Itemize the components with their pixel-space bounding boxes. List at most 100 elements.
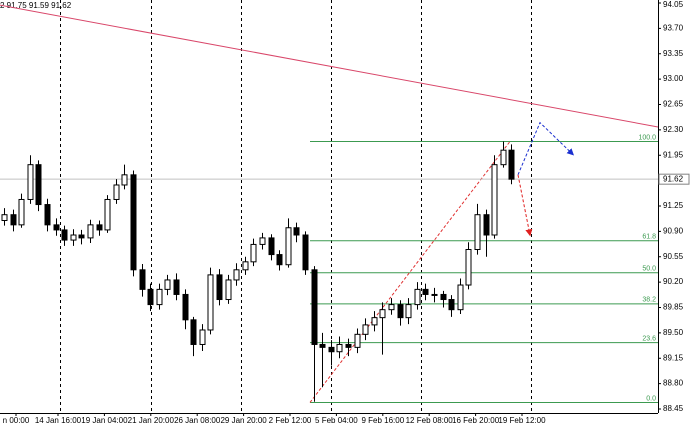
fib-label: 0.0 [646,395,656,402]
candle-body [379,309,386,319]
candle-body [362,324,369,335]
x-tick-label: 19 Feb 12:00 [498,416,546,425]
candle-body [1,214,8,221]
candle-body [328,346,335,353]
y-tick-label: 88.45 [663,404,684,413]
candle-body [483,214,490,236]
fib-label: 61.8 [642,234,656,241]
projection [517,121,575,176]
candle-body [440,293,447,301]
candle-body [104,198,111,231]
candle-body [35,164,42,206]
x-tick-label: 2 Feb 12:00 [269,416,312,425]
candle-body [405,304,412,319]
candle-body [250,243,257,263]
y-tick-label: 90.55 [663,252,684,261]
y-tick-label: 92.30 [663,125,684,134]
candle-body [147,288,154,306]
trendline [0,4,659,128]
candle-body [500,149,507,166]
candle-body [268,237,275,256]
candle-body [70,234,77,241]
candle-body [474,214,481,250]
candle-body [96,224,103,231]
candle-body [27,164,34,200]
candle-body [336,343,343,353]
y-tick-label: 93.00 [663,74,684,83]
candle-body [465,249,472,286]
candle-body [371,317,378,326]
candle-body [139,269,146,290]
candle-body [414,288,421,306]
candle-body [276,254,283,266]
x-tick-label: 16 Feb 20:00 [452,416,500,425]
y-tick-label: 91.25 [663,201,684,210]
y-tick-label: 90.20 [663,277,684,286]
candle-body [354,333,361,348]
candle-body [78,234,85,239]
candle-body [182,293,189,321]
candle-body [242,261,249,271]
candle-body [508,149,515,180]
candle-body [293,227,300,236]
candle-body [397,304,404,319]
y-tick-label: 93.35 [663,49,684,58]
x-tick-label: 29 Jan 20:00 [220,416,267,425]
candle-body [302,234,309,271]
candle-body [113,184,120,200]
candle-body [422,288,429,295]
y-tick-label: 91.95 [663,150,684,159]
candle-body [457,284,464,311]
candle-body [156,288,163,306]
candle-body [121,174,128,186]
x-tick-label: 14 Jan 16:00 [35,416,82,425]
x-tick-label: 12 Feb 08:00 [406,416,454,425]
candle-body [311,269,318,345]
y-tick-label: 89.85 [663,303,684,312]
candle-body [199,329,206,345]
fib-label: 23.6 [642,336,656,343]
y-tick-label: 93.70 [663,23,684,32]
y-tick-label: 90.90 [663,226,684,235]
candle-body [87,224,94,239]
candle-body [431,293,438,296]
candle-body [164,279,171,290]
x-tick-label: 19 Jan 04:00 [81,416,128,425]
candle-body [18,198,25,226]
candle-body [448,299,455,311]
current-price-label: 91.62 [663,174,684,183]
candle-body [173,279,180,295]
candle-body [285,227,292,266]
ohlc-header: 2 91.75 91.59 91.62 [0,1,72,10]
y-tick-label: 92.65 [663,100,684,109]
candle-body [225,279,232,301]
y-tick-label: 89.50 [663,328,684,337]
fib-label: 38.2 [642,297,656,304]
fib-label: 100.0 [638,134,656,141]
candle-body [345,343,352,348]
x-tick-label: 21 Jan 20:00 [128,416,175,425]
current-price-box [658,173,690,185]
candle-body [216,274,223,301]
period-separators [60,0,532,413]
candle-body [53,224,60,231]
candle-body [259,237,266,245]
candle-body [61,229,68,241]
candle-body [10,214,17,226]
y-tick-label: 89.15 [663,353,684,362]
candle-body [233,269,240,281]
projection [517,174,533,237]
y-tick-label: 94.05 [663,0,684,9]
x-tick-label: 5 Feb 04:00 [315,416,358,425]
candle-body [388,304,395,311]
x-tick-label: 9 Feb 16:00 [361,416,404,425]
y-tick-label: 88.80 [663,379,684,388]
x-tick-label: n 00:00 [3,416,30,425]
candle-body [44,204,51,226]
candle-body [190,319,197,345]
x-tick-label: 26 Jan 08:00 [174,416,221,425]
candle-body [491,164,498,236]
candle-body [319,343,326,348]
